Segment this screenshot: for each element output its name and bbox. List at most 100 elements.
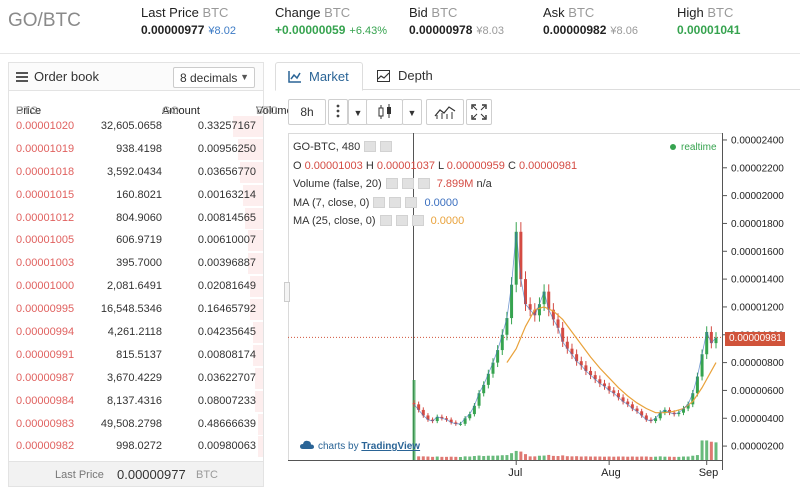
order-book-columns: Price BTC Amount GO Volume BTC	[9, 91, 293, 117]
tradingview-logo[interactable]: charts by TradingView	[300, 440, 420, 452]
indicators-button[interactable]	[426, 99, 464, 125]
ma25-settings[interactable]	[395, 215, 408, 226]
fullscreen-button[interactable]	[466, 99, 492, 125]
row-volume: 0.03622707	[197, 371, 256, 384]
order-book-row[interactable]: 0.00001019 938.4198 0.00956250	[9, 138, 263, 161]
volume-close[interactable]	[417, 178, 430, 189]
volume-bar	[533, 456, 537, 460]
ask-label: Ask	[543, 5, 565, 20]
depth-bar	[255, 390, 263, 412]
ohlc-o-label: O	[293, 160, 302, 172]
ohlc-h-label: H	[365, 160, 374, 172]
order-book-row[interactable]: 0.00001000 2,081.6491 0.02081649	[9, 275, 263, 298]
order-book-row[interactable]: 0.00001003 395.7000 0.00396887	[9, 252, 263, 275]
volume-bar	[621, 456, 625, 460]
order-book-rows: 0.00001020 32,605.0658 0.33257167 0.0000101…	[9, 115, 263, 458]
market-header: GO/BTC Last Price BTC 0.00000977 ¥8.02 Ch…	[0, 0, 800, 54]
depth-bar	[253, 344, 263, 366]
volume-bar	[714, 442, 718, 460]
volume-bar	[649, 456, 653, 460]
ma25-close[interactable]	[411, 215, 424, 226]
indicators-icon	[434, 106, 456, 119]
volume-bar	[468, 456, 472, 460]
legend-toggle[interactable]	[364, 141, 377, 152]
legend-settings[interactable]	[380, 141, 393, 152]
volume-bar	[644, 456, 648, 460]
chart-type-dropdown-button[interactable]: ▼	[402, 99, 422, 125]
depth-bar	[248, 253, 263, 275]
row-amount: 998.0272	[116, 440, 162, 453]
volume-bar	[514, 450, 518, 460]
ohlc-h: 0.00001037	[376, 160, 435, 172]
tab-depth[interactable]: Depth	[365, 62, 453, 91]
volume-bar	[681, 456, 685, 460]
tab-market[interactable]: Market	[275, 62, 363, 91]
order-book-row[interactable]: 0.00000983 49,508.2798 0.48666639	[9, 413, 263, 436]
row-price: 0.00000994	[16, 326, 75, 339]
order-book-row[interactable]: 0.00001012 804.9060 0.00814565	[9, 207, 263, 230]
volume-bar	[635, 456, 639, 460]
volume-na: n/a	[476, 178, 492, 190]
chart-scroll-handle[interactable]	[284, 282, 290, 302]
order-book-row[interactable]: 0.00001015 160.8021 0.00163214	[9, 184, 263, 207]
ma25-toggle[interactable]	[379, 215, 392, 226]
last-price-stat: Last Price BTC 0.00000977 ¥8.02	[141, 5, 236, 37]
col-amount-label: Amount	[162, 105, 200, 117]
row-amount: 4,261.2118	[107, 326, 162, 339]
decimals-select[interactable]: 8 decimals ▼	[173, 67, 255, 88]
candle-body	[417, 404, 421, 410]
volume-settings[interactable]	[401, 178, 414, 189]
more-options-button[interactable]	[328, 99, 348, 125]
candle-body	[482, 384, 486, 394]
high-value: 0.00001041	[677, 23, 741, 37]
order-book-row[interactable]: 0.00000994 4,261.2118 0.04235645	[9, 321, 263, 344]
volume-bar	[486, 455, 490, 460]
footer-last-price-label: Last Price	[55, 469, 104, 481]
volume-bar	[602, 456, 606, 460]
candle-body	[575, 354, 579, 362]
y-tick-label: 0.00001400	[731, 275, 784, 286]
row-volume: 0.03656770	[197, 165, 256, 178]
bid-cny: ¥8.03	[476, 25, 504, 37]
volume-bar	[691, 455, 695, 460]
candle-body	[602, 383, 606, 387]
col-price-label: Price	[16, 105, 42, 117]
volume-bar	[654, 456, 658, 460]
volume-bar	[426, 456, 430, 460]
candle-body	[626, 401, 630, 405]
row-price: 0.00001018	[16, 165, 75, 178]
candle-body	[514, 231, 518, 285]
last-price-label: Last Price	[141, 5, 199, 20]
volume-bar	[663, 456, 667, 460]
price-chart-svg[interactable]: 0.00002400 0.00002200 0.00002000 0.00001800…	[288, 133, 800, 487]
order-book-row[interactable]: 0.00000987 3,670.4229 0.03622707	[9, 367, 263, 390]
price-chart[interactable]: 0.00002400 0.00002200 0.00002000 0.00001800…	[288, 133, 800, 487]
tab-market-label: Market	[309, 69, 349, 84]
order-book-row[interactable]: 0.00001020 32,605.0658 0.33257167	[9, 115, 263, 138]
interval-button[interactable]: 8h	[288, 99, 326, 125]
candlestick-button[interactable]	[366, 99, 403, 125]
volume-bar	[589, 456, 593, 460]
volume-toggle[interactable]	[385, 178, 398, 189]
order-book-row[interactable]: 0.00001005 606.9719 0.00610007	[9, 229, 263, 252]
logo-brand[interactable]: TradingView	[361, 441, 421, 452]
ma7-toggle[interactable]	[373, 197, 386, 208]
candle-body	[565, 341, 569, 349]
volume-bar	[695, 455, 699, 460]
ma7-settings[interactable]	[389, 197, 402, 208]
order-book-row[interactable]: 0.00001018 3,592.0434 0.03656770	[9, 161, 263, 184]
last-price-cur: BTC	[202, 5, 229, 20]
interval-dropdown-button[interactable]: ▼	[348, 99, 368, 125]
ask-stat: Ask BTC 0.00000982 ¥8.06	[543, 5, 638, 37]
order-book-row[interactable]: 0.00000984 8,137.4316 0.08007233	[9, 390, 263, 413]
depth-bar	[258, 436, 263, 458]
candle-body	[677, 412, 681, 415]
order-book-row[interactable]: 0.00000995 16,548.5346 0.16465792	[9, 298, 263, 321]
candle-body	[561, 327, 565, 342]
chart-icon	[288, 71, 301, 83]
candle-body	[412, 402, 416, 405]
ma7-close[interactable]	[405, 197, 418, 208]
order-book-row[interactable]: 0.00000982 998.0272 0.00980063	[9, 435, 263, 458]
order-book-row[interactable]: 0.00000991 815.5137 0.00808174	[9, 344, 263, 367]
candle-body	[426, 415, 430, 420]
